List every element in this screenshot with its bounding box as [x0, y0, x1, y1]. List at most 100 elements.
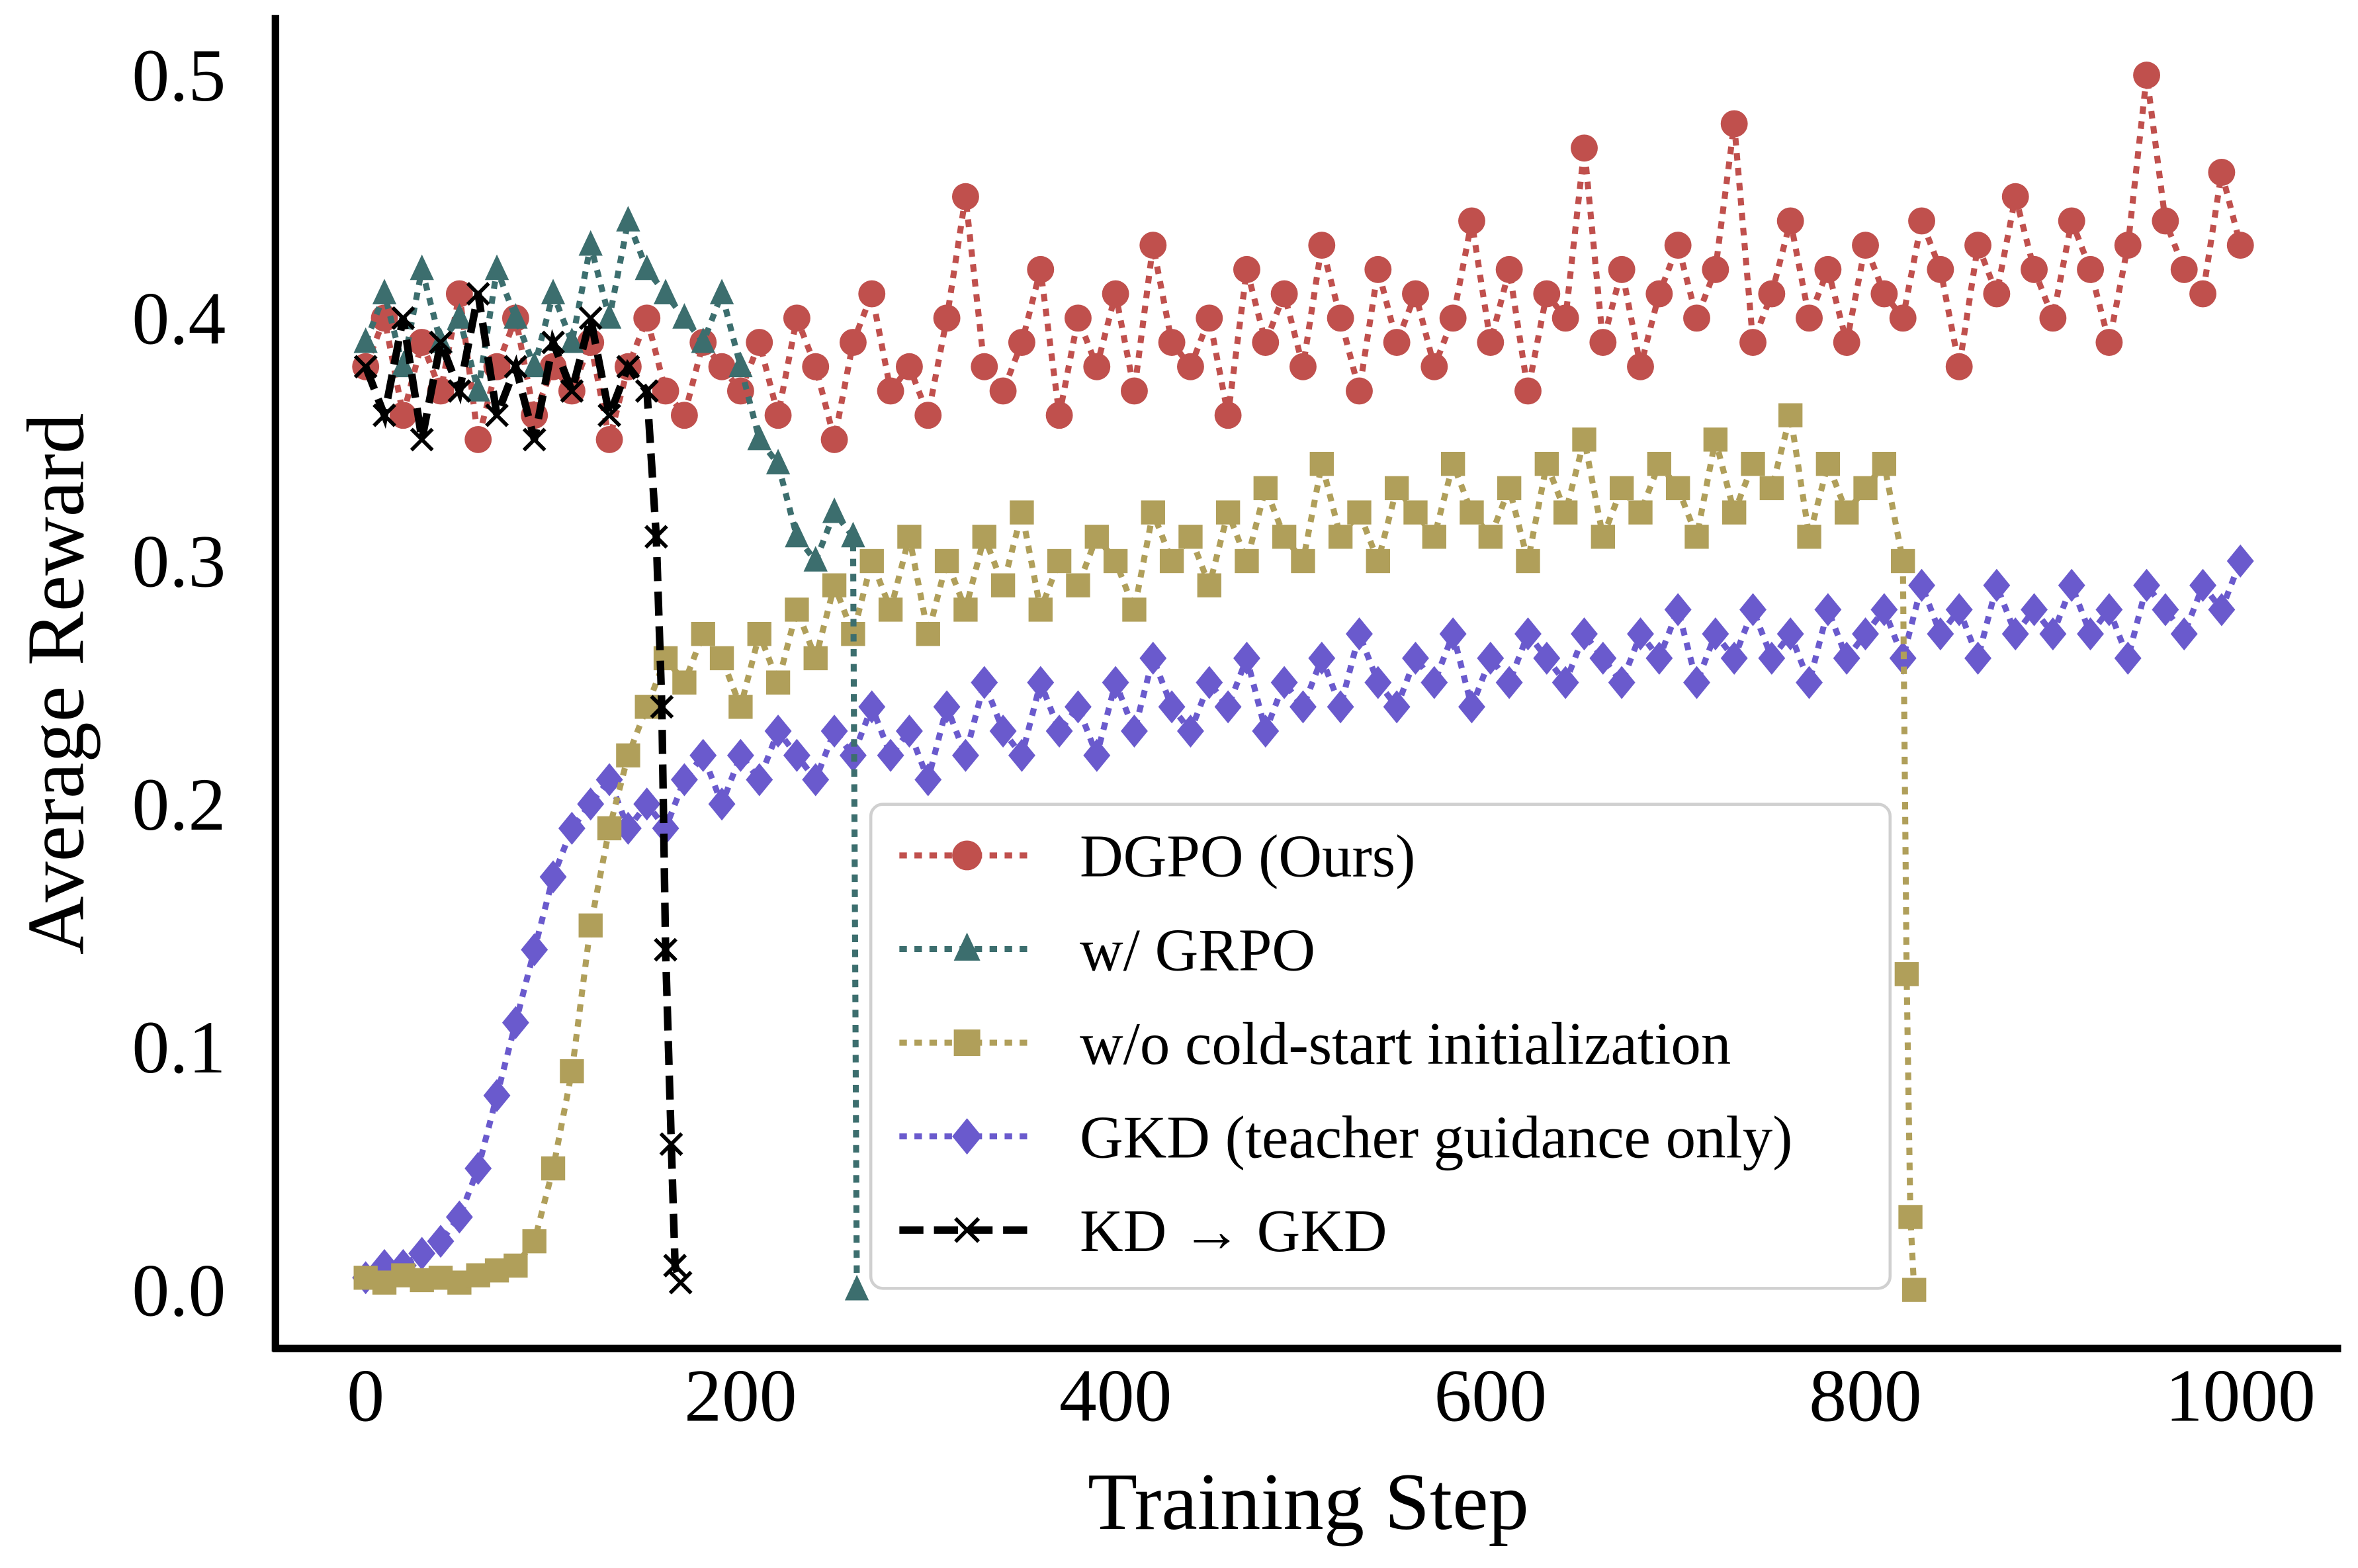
data-point — [820, 425, 848, 453]
data-point — [951, 738, 979, 772]
data-point — [953, 597, 978, 622]
data-point — [1739, 329, 1767, 356]
data-point — [1683, 666, 1710, 699]
data-point — [1495, 666, 1523, 699]
data-point — [689, 738, 717, 772]
data-point — [653, 279, 678, 305]
data-point — [822, 573, 847, 597]
data-point — [765, 449, 791, 475]
data-point — [746, 329, 773, 356]
data-point — [1778, 403, 1803, 427]
data-point — [447, 303, 472, 329]
data-point — [2189, 568, 2217, 602]
data-point — [466, 282, 490, 306]
data-point — [1045, 715, 1073, 748]
x-tick-label: 200 — [684, 1354, 797, 1437]
data-point — [1422, 525, 1446, 549]
data-point — [1214, 690, 1242, 724]
data-point — [1776, 617, 1804, 651]
data-point — [783, 304, 810, 332]
data-point — [353, 327, 378, 353]
data-point — [1627, 617, 1654, 651]
data-point — [1514, 617, 1542, 651]
data-point — [1964, 641, 1991, 675]
data-point — [1591, 525, 1616, 549]
legend-frame — [869, 803, 1892, 1290]
data-point — [2226, 544, 2254, 578]
data-point — [560, 379, 584, 403]
data-point — [408, 329, 436, 356]
data-point — [1572, 427, 1596, 452]
data-point — [1534, 451, 1559, 476]
data-point — [1571, 617, 1598, 651]
data-point — [2152, 593, 2179, 627]
data-point — [541, 1156, 566, 1181]
data-point — [895, 715, 923, 748]
data-point — [1270, 280, 1298, 308]
data-point — [1102, 280, 1129, 308]
data-point — [1027, 255, 1055, 283]
data-point — [429, 330, 453, 355]
data-point — [1497, 476, 1522, 501]
data-point — [1814, 255, 1842, 283]
data-point — [1477, 329, 1505, 356]
data-point — [502, 1006, 529, 1039]
data-point — [503, 355, 528, 379]
data-point — [1308, 232, 1336, 259]
data-point — [916, 622, 940, 646]
data-point — [1627, 353, 1654, 380]
data-point — [1608, 666, 1636, 699]
data-point — [578, 913, 603, 938]
data-point — [1141, 500, 1165, 525]
data-point — [1647, 451, 1672, 476]
data-point — [951, 183, 979, 210]
y-tick-label: 0.3 — [132, 520, 226, 603]
data-point — [844, 1274, 869, 1301]
data-point — [2001, 183, 2029, 210]
data-point — [1908, 568, 1935, 602]
data-point — [1460, 500, 1484, 525]
data-point — [990, 573, 1016, 597]
data-point — [1289, 690, 1317, 724]
data-point — [1852, 232, 1879, 259]
data-point — [391, 351, 415, 378]
data-point — [1403, 500, 1428, 525]
data-point — [372, 279, 397, 305]
data-point — [2133, 62, 2161, 89]
data-point — [541, 279, 566, 305]
data-point — [1364, 255, 1392, 283]
data-point — [1047, 548, 1072, 574]
x-tick-labels: 0 200 400 600 800 1000 — [347, 1354, 2316, 1437]
series-line — [363, 210, 860, 1290]
data-point — [1589, 641, 1617, 675]
data-point — [1852, 617, 1879, 651]
data-point — [1458, 690, 1485, 724]
data-point — [672, 670, 697, 695]
data-point — [1589, 329, 1617, 356]
data-point — [2039, 617, 2067, 651]
data-point — [577, 787, 605, 821]
data-point — [1328, 525, 1353, 549]
data-point — [1197, 573, 1221, 597]
data-point — [539, 860, 567, 894]
data-point — [1703, 427, 1728, 452]
data-point — [933, 304, 961, 332]
data-point — [1759, 476, 1784, 501]
data-point — [1102, 666, 1129, 699]
data-point — [503, 1253, 528, 1278]
data-point — [650, 695, 674, 719]
data-point — [560, 327, 584, 353]
legend: DGPO (Ours) w/ GRPO w/o cold-start initial… — [869, 803, 1892, 1290]
data-point — [670, 763, 698, 797]
data-point — [1440, 451, 1465, 476]
data-point — [933, 690, 961, 724]
data-point — [1833, 329, 1860, 356]
data-point — [1384, 476, 1409, 501]
data-point — [1158, 690, 1186, 724]
data-point — [1458, 207, 1485, 235]
data-point — [1551, 304, 1579, 332]
data-point — [802, 353, 830, 380]
data-point — [877, 738, 904, 772]
data-point — [445, 280, 473, 308]
data-point — [764, 715, 792, 748]
